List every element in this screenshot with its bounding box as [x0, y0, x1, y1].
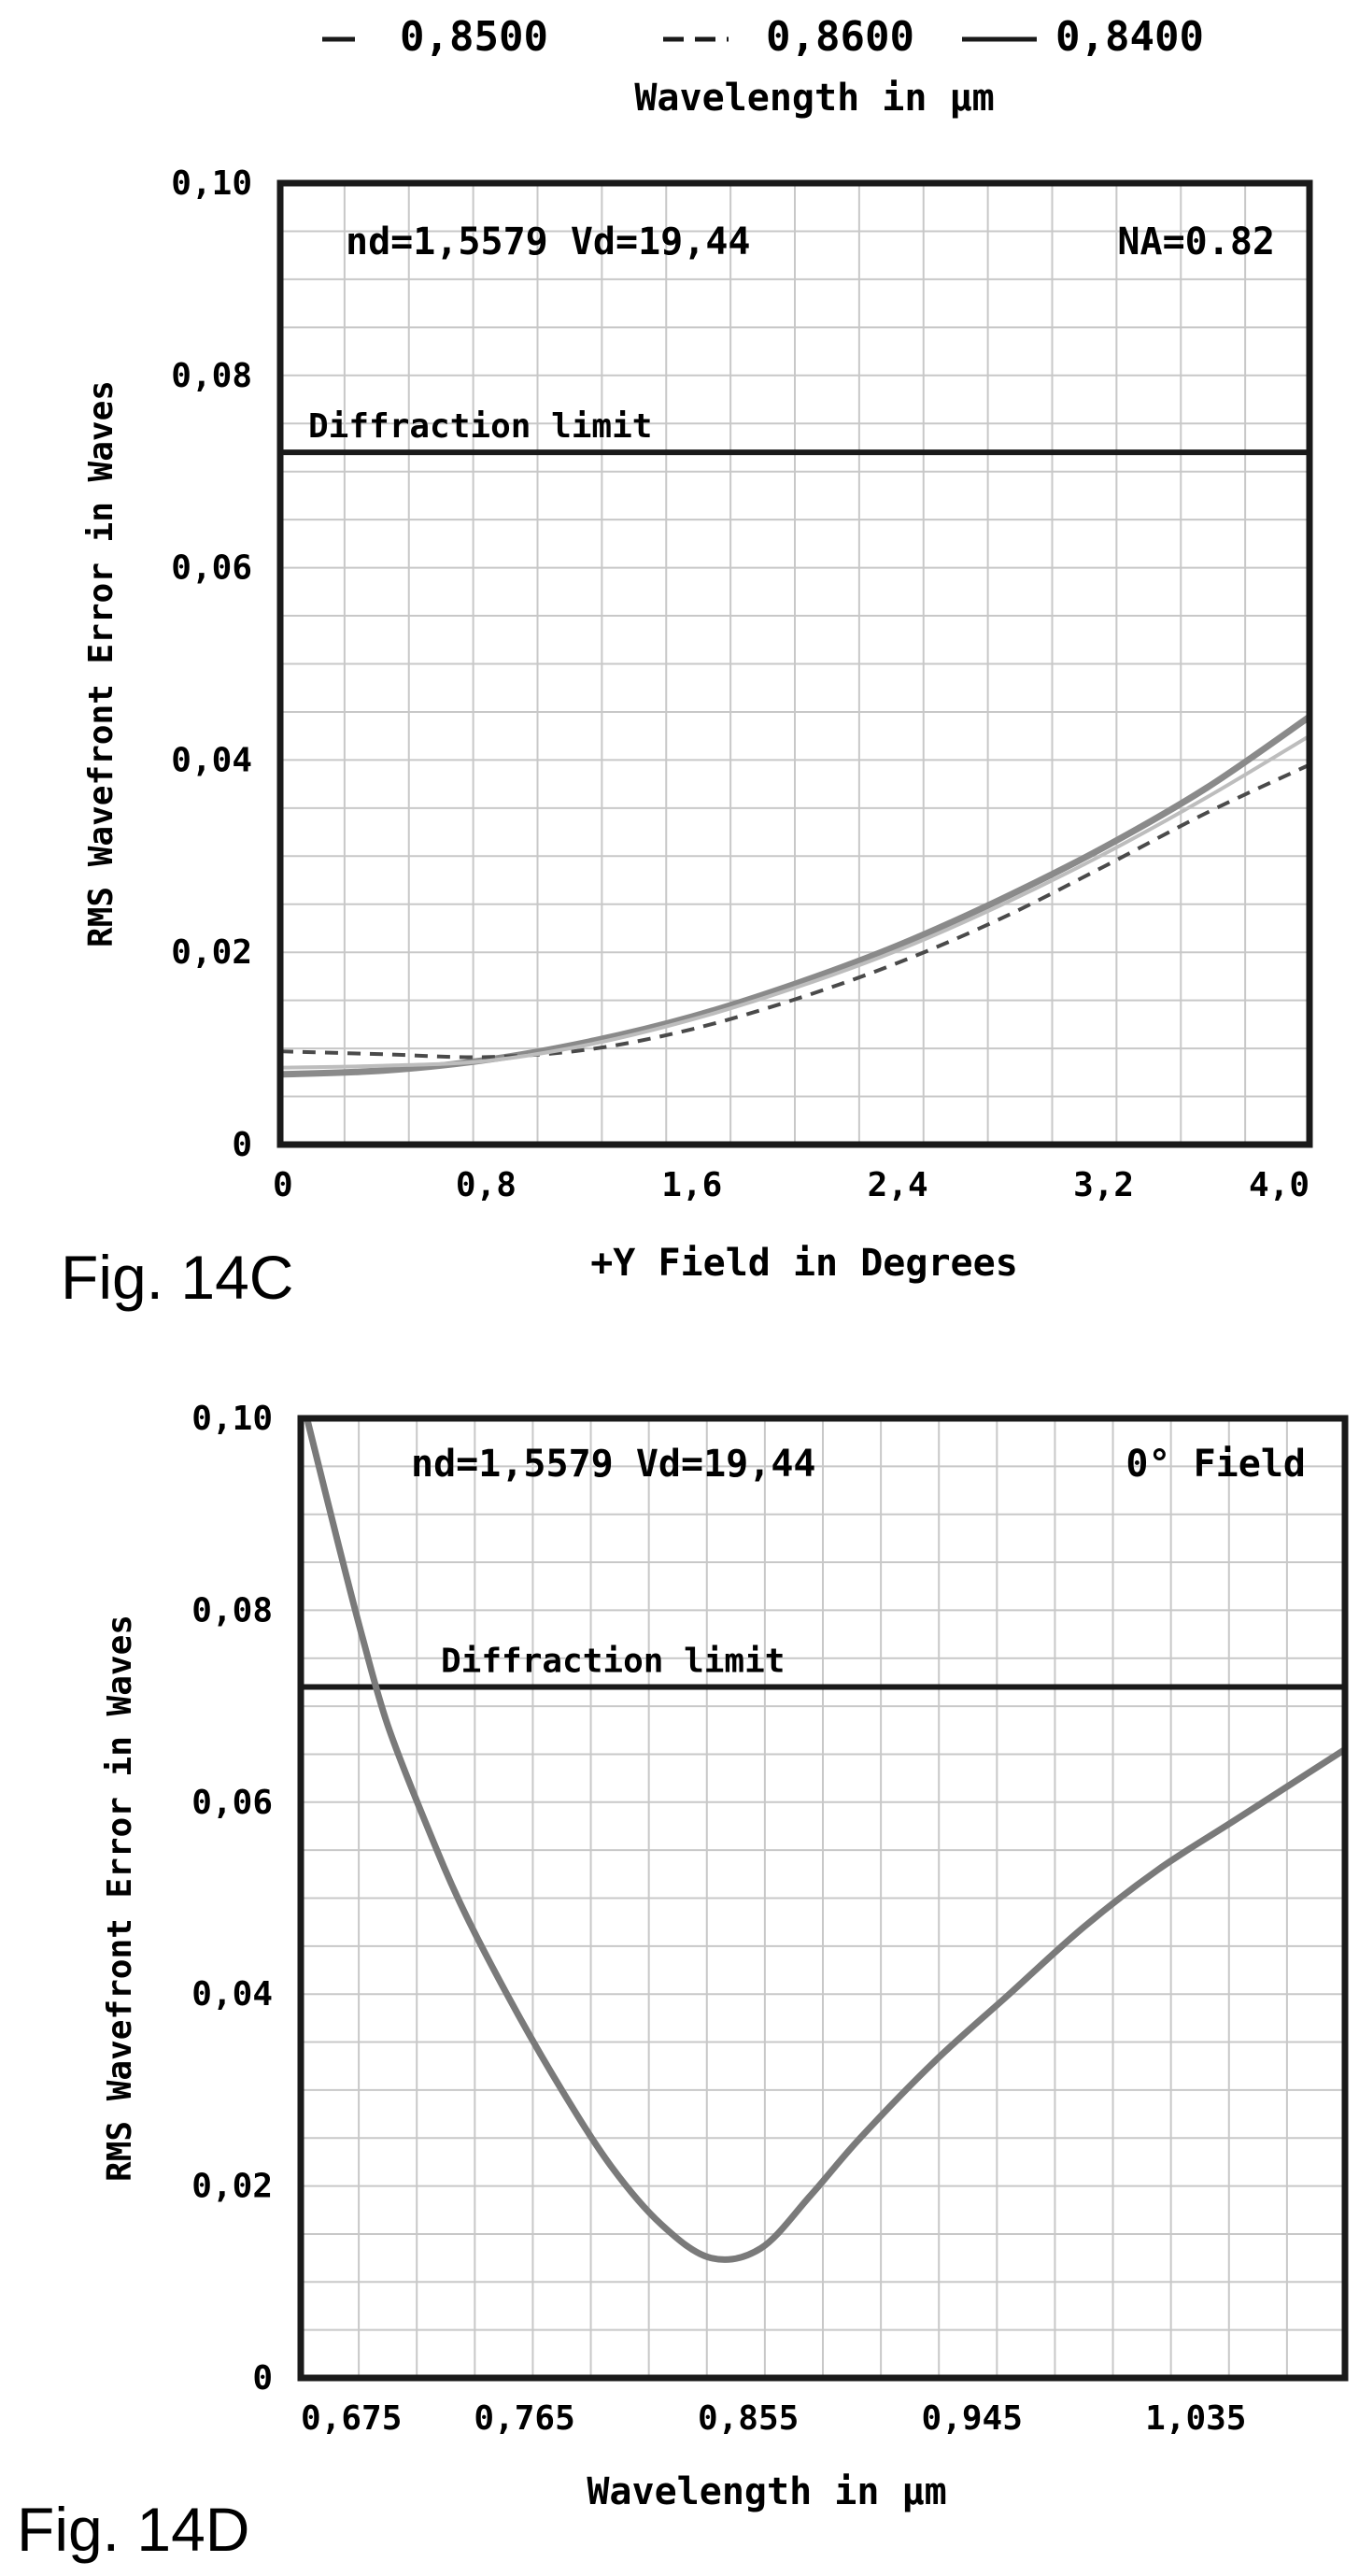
legend-title: Wavelength in µm: [634, 77, 994, 120]
y-axis-label: RMS Wavefront Error in Waves: [101, 1615, 139, 2182]
y-tick-label: 0,08: [171, 357, 252, 395]
diffraction-limit-label: Diffraction limit: [441, 1643, 785, 1681]
y-axis-label: RMS Wavefront Error in Waves: [82, 380, 120, 947]
legend-label-1: 0,8600: [766, 13, 914, 61]
y-tick-label: 0: [232, 1126, 252, 1164]
x-tick-labels: 0,675 0,765 0,855 0,945 1,035: [301, 2399, 1246, 2438]
x-axis-label: Wavelength in µm: [587, 2470, 946, 2513]
annotation-field: 0° Field: [1125, 1443, 1306, 1486]
y-tick-labels: 0 0,02 0,04 0,06 0,08 0,10: [171, 164, 252, 1164]
series-line-1: [279, 762, 1310, 1060]
chart-fig-14c: Diffraction limit nd=1,5579 Vd=19,44 NA=…: [61, 164, 1313, 1312]
y-tick-labels: 0 0,02 0,04 0,06 0,08 0,10: [191, 1400, 273, 2398]
x-tick-label: 0,945: [922, 2399, 1023, 2438]
y-tick-label: 0,08: [191, 1591, 273, 1630]
x-tick-label: 4,0: [1249, 1166, 1309, 1204]
y-tick-label: 0,04: [191, 1975, 273, 2014]
legend-label-0: 0,8500: [400, 13, 548, 61]
y-tick-label: 0,04: [171, 741, 252, 779]
x-tick-label: 1,035: [1145, 2399, 1246, 2438]
plot-frame: [297, 1415, 1349, 2382]
series-line-0: [304, 1417, 1347, 2263]
x-tick-label: 0,8: [456, 1166, 517, 1204]
x-tick-label: 0,675: [301, 2399, 402, 2438]
x-tick-label: 0: [273, 1166, 293, 1204]
y-tick-label: 0,06: [191, 1784, 273, 1822]
annotation-material: nd=1,5579 Vd=19,44: [411, 1443, 815, 1486]
diffraction-limit-label: Diffraction limit: [308, 407, 652, 446]
x-tick-label: 0,855: [698, 2399, 799, 2438]
series-line-2: [279, 733, 1311, 1070]
annotation-material: nd=1,5579 Vd=19,44: [346, 221, 750, 263]
x-axis-label: +Y Field in Degrees: [590, 1242, 1018, 1285]
grid: [280, 183, 1309, 1145]
x-tick-label: 0,765: [474, 2399, 574, 2438]
chart-fig-14d: Diffraction limit nd=1,5579 Vd=19,44 0° …: [17, 1400, 1349, 2564]
legend-label-2: 0,8400: [1055, 13, 1204, 61]
annotation-na: NA=0.82: [1117, 221, 1275, 263]
y-tick-label: 0,06: [171, 549, 252, 588]
figure-label: Fig. 14D: [17, 2495, 249, 2564]
legend: 0,8500 0,8600 0,8400 Wavelength in µm: [322, 13, 1204, 120]
figure-label: Fig. 14C: [61, 1243, 293, 1312]
y-tick-label: 0,02: [171, 933, 252, 972]
x-tick-label: 1,6: [661, 1166, 722, 1204]
y-tick-label: 0,02: [191, 2168, 273, 2206]
plot-frame: [276, 179, 1313, 1148]
y-tick-label: 0,10: [191, 1400, 273, 1438]
y-tick-label: 0: [252, 2359, 273, 2398]
y-tick-label: 0,10: [171, 164, 252, 203]
x-tick-label: 2,4: [868, 1166, 928, 1204]
x-tick-label: 3,2: [1073, 1166, 1134, 1204]
series-group: [304, 1417, 1347, 2263]
x-tick-labels: 0 0,8 1,6 2,4 3,2 4,0: [273, 1166, 1309, 1204]
series-group: [279, 714, 1311, 1078]
